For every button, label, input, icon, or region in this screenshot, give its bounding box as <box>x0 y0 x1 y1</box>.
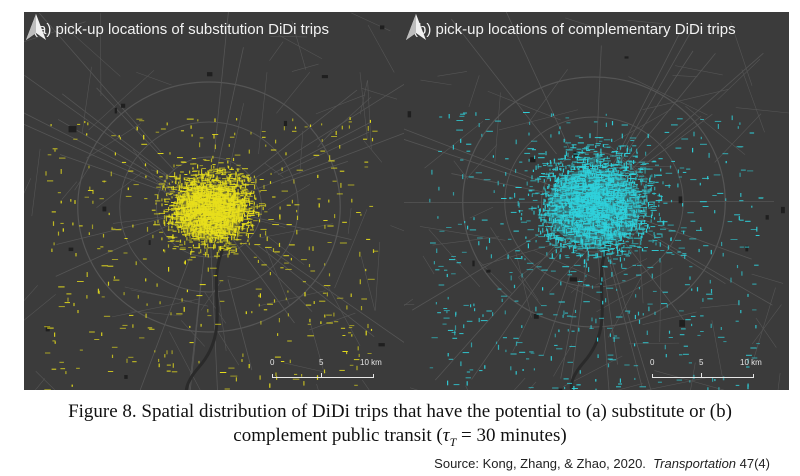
north-arrow-icon <box>26 14 46 40</box>
river <box>184 246 226 390</box>
water-bodies <box>407 56 785 390</box>
north-arrow-icon <box>406 14 426 40</box>
river <box>569 241 611 390</box>
source-citation: Source: Kong, Zhang, & Zhao, 2020. Trans… <box>434 456 770 471</box>
dense-core <box>174 184 244 240</box>
trip-points <box>429 112 764 390</box>
dense-core <box>547 168 641 246</box>
scale-label-5: 5 <box>699 358 704 367</box>
map-canvas-a <box>24 12 409 390</box>
source-prefix: Source: Kong, Zhang, & Zhao, 2020. <box>434 456 646 471</box>
map-panel-complementary: (b) pick-up locations of complementary D… <box>404 12 789 390</box>
figure-caption-line2: complement public transit (τT = 30 minut… <box>0 424 800 454</box>
scale-label-10: 10 km <box>740 358 762 367</box>
caption-prefix: complement public transit ( <box>233 425 443 446</box>
caption-tau: τ <box>442 425 450 446</box>
trip-points <box>44 117 379 390</box>
scale-label-0: 0 <box>650 358 655 367</box>
caption-suffix: = 30 minutes) <box>456 425 567 446</box>
map-canvas-b <box>404 12 789 390</box>
scale-label-0: 0 <box>270 358 275 367</box>
source-journal: Transportation <box>653 456 737 471</box>
scale-label-10: 10 km <box>360 358 382 367</box>
scale-bar-b: 0 5 10 km <box>644 354 762 384</box>
panel-title-b: (b) pick-up locations of complementary D… <box>413 21 736 38</box>
caption-tau-sub: T <box>449 434 457 449</box>
source-volume: 47(4) <box>736 456 770 471</box>
scale-bar-a: 0 5 10 km <box>264 354 382 384</box>
map-panel-substitution: (a) pick-up locations of substitution Di… <box>24 12 409 390</box>
panel-title-a: (a) pick-up locations of substitution Di… <box>33 21 329 38</box>
figure-caption-line1: Figure 8. Spatial distribution of DiDi t… <box>68 401 732 422</box>
scale-label-5: 5 <box>319 358 324 367</box>
